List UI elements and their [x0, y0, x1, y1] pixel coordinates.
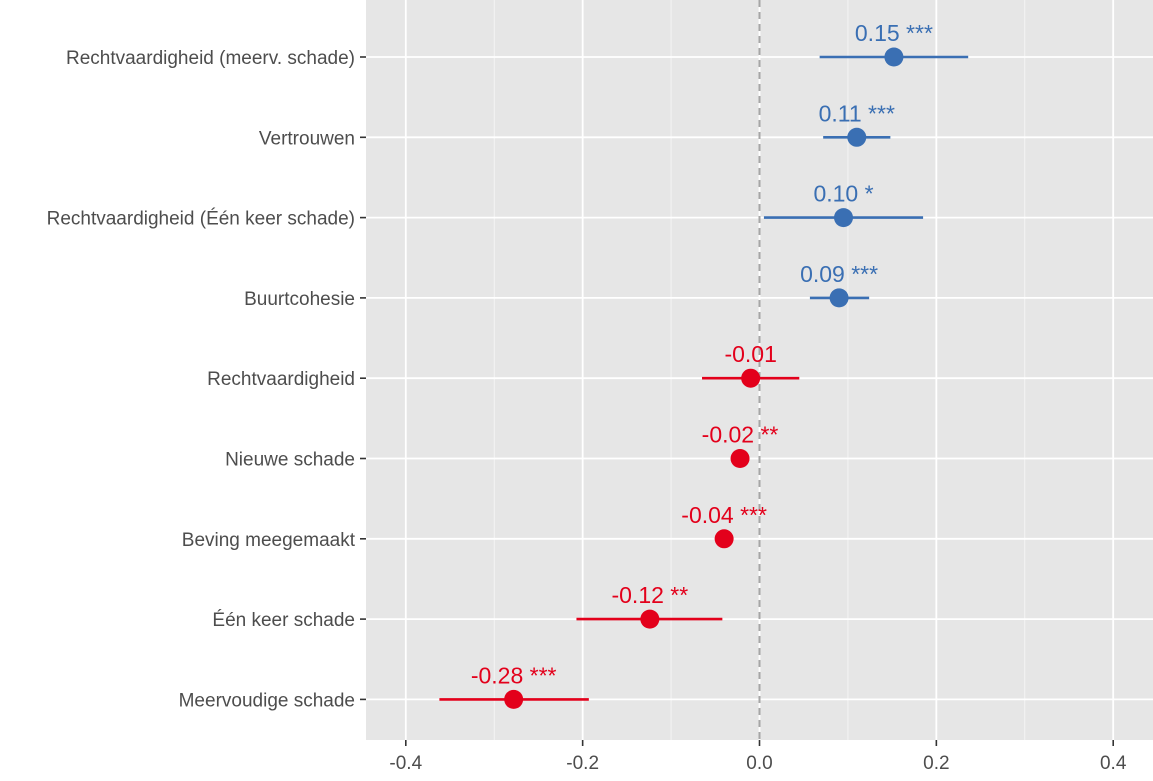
- y-axis: Rechtvaardigheid (meerv. schade) Vertrouw…: [47, 48, 366, 711]
- y-tick-label: Meervoudige schade: [179, 690, 355, 711]
- estimate-label: 0.15 ***: [855, 20, 933, 46]
- x-tick-label: 0.0: [746, 753, 772, 774]
- y-tick-label: Vertrouwen: [259, 128, 355, 149]
- x-tick-label: -0.4: [389, 753, 422, 774]
- estimate-point: [829, 288, 849, 308]
- y-tick-label: Rechtvaardigheid: [207, 369, 355, 390]
- y-tick-label: Nieuwe schade: [225, 450, 355, 471]
- coefficient-marks: 0.15 *** 0.11 *** 0.10 * 0.09 *** -0.01 -0.02…: [439, 20, 969, 709]
- estimate-label: -0.01: [724, 341, 776, 367]
- estimate-point: [504, 689, 524, 709]
- estimate-point: [847, 127, 867, 147]
- estimate-label: -0.28 ***: [471, 662, 557, 688]
- estimate-label: 0.11 ***: [819, 100, 895, 126]
- estimate-point: [640, 609, 660, 629]
- y-tick-label: Buurtcohesie: [244, 289, 355, 310]
- estimate-point: [730, 449, 750, 468]
- x-tick-label: -0.2: [566, 753, 599, 774]
- estimate-label: -0.04 ***: [681, 502, 767, 528]
- x-axis: -0.4 -0.2 0.0 0.2 0.4: [389, 740, 1127, 774]
- estimate-point: [714, 529, 734, 549]
- estimate-point: [884, 47, 904, 67]
- estimate-point: [834, 208, 854, 228]
- estimate-point: [741, 368, 761, 388]
- estimate-label: -0.02 **: [702, 422, 779, 448]
- x-tick-label: 0.2: [923, 753, 949, 774]
- y-tick-label: Één keer schade: [212, 610, 355, 631]
- minor-gridlines: [493, 0, 1026, 740]
- estimate-label: 0.09 ***: [800, 261, 878, 287]
- y-tick-label: Rechtvaardigheid (meerv. schade): [66, 48, 355, 69]
- y-tick-label: Rechtvaardigheid (Één keer schade): [47, 209, 355, 230]
- estimate-label: -0.12 **: [611, 582, 688, 608]
- x-tick-label: 0.4: [1100, 753, 1127, 774]
- y-tick-label: Beving meegemaakt: [182, 530, 356, 551]
- estimate-label: 0.10 *: [813, 181, 873, 207]
